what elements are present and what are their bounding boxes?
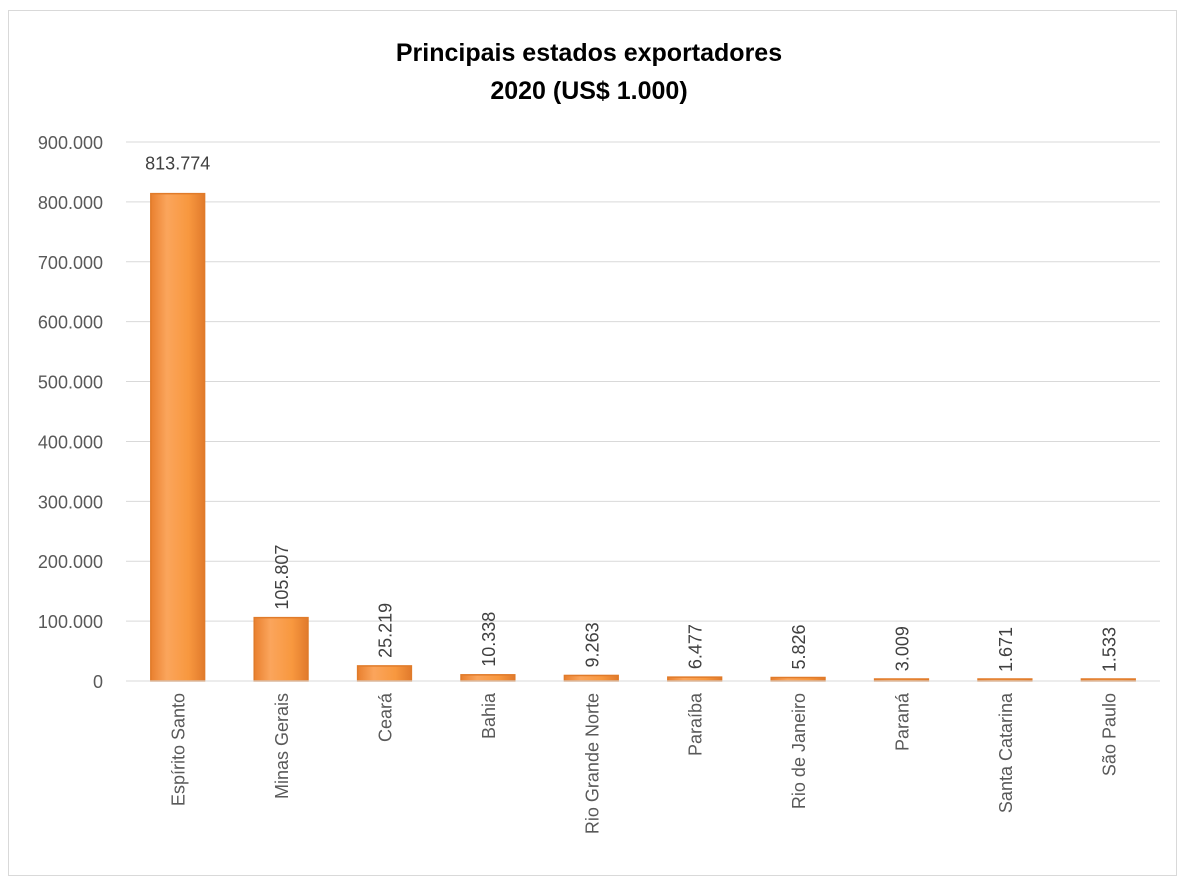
data-label: 1.671 (996, 627, 1016, 672)
data-label: 10.338 (479, 612, 499, 667)
y-axis: 0 100.000 200.000 300.000 400.000 500.000 600.… (38, 133, 103, 692)
chart-title-line1: Principais estados exportadores (395, 39, 783, 67)
chart-title: Principais estados exportadores 2020 (US… (0, 34, 1178, 110)
y-tick-label: 100.000 (38, 612, 103, 632)
y-tick-label: 600.000 (38, 313, 103, 333)
bar (150, 192, 206, 682)
x-tick-label: Paraíba (686, 692, 706, 756)
data-label: 813.774 (145, 154, 210, 174)
bar (253, 616, 309, 682)
x-tick-label: Minas Gerais (272, 693, 292, 799)
y-tick-label: 700.000 (38, 253, 103, 273)
bar (770, 676, 826, 682)
bars (150, 192, 1136, 682)
x-tick-label: Bahia (479, 692, 499, 739)
bar (667, 676, 723, 682)
chart-title-line2: 2020 (US$ 1.000) (490, 77, 688, 105)
x-tick-label: Rio de Janeiro (789, 693, 809, 809)
data-labels: 813.774 105.807 25.219 10.338 9.263 6.477 5.82… (145, 154, 1119, 672)
bar (356, 665, 413, 682)
data-label: 9.263 (582, 622, 602, 667)
y-tick-label: 200.000 (38, 552, 103, 572)
x-tick-label: Ceará (376, 692, 396, 742)
y-tick-label: 800.000 (38, 193, 103, 213)
y-tick-label: 300.000 (38, 492, 103, 512)
x-tick-label: Rio Grande Norte (582, 693, 602, 834)
data-label: 5.826 (789, 624, 809, 669)
y-tick-label: 900.000 (38, 133, 103, 153)
y-tick-label: 0 (93, 672, 103, 692)
x-axis: Espírito Santo Minas Gerais Ceará Bahia Rio … (126, 680, 1160, 834)
data-label: 1.533 (1099, 627, 1119, 672)
data-label: 25.219 (376, 603, 396, 658)
bar (563, 674, 619, 682)
x-tick-label: São Paulo (1099, 693, 1119, 776)
y-tick-label: 500.000 (38, 373, 103, 393)
data-label: 105.807 (272, 545, 292, 610)
bar (460, 674, 516, 682)
x-tick-label: Paraná (893, 692, 913, 751)
data-label: 6.477 (686, 624, 706, 669)
y-tick-label: 400.000 (38, 432, 103, 452)
x-tick-label: Santa Catarina (996, 692, 1016, 813)
data-label: 3.009 (893, 626, 913, 671)
x-tick-label: Espírito Santo (169, 693, 189, 806)
